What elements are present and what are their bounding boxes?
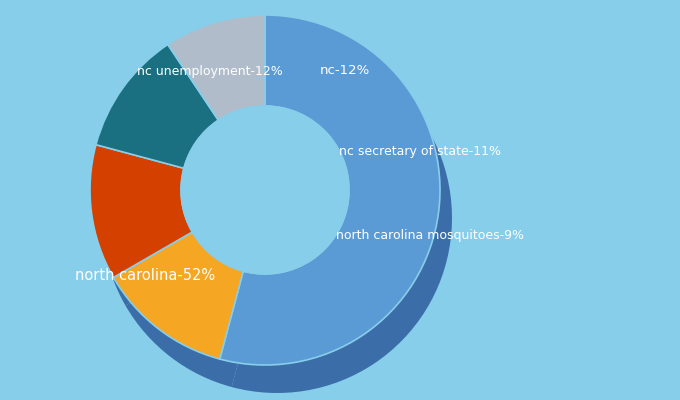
Circle shape (181, 106, 349, 274)
Text: nc secretary of state-11%: nc secretary of state-11% (339, 146, 501, 158)
Text: north carolina-52%: north carolina-52% (75, 268, 215, 282)
Wedge shape (180, 43, 277, 148)
Wedge shape (114, 232, 243, 359)
Circle shape (193, 134, 361, 302)
Wedge shape (102, 173, 204, 306)
Wedge shape (220, 15, 440, 365)
Wedge shape (125, 260, 255, 387)
Wedge shape (108, 72, 231, 196)
Wedge shape (232, 43, 452, 393)
Wedge shape (96, 44, 218, 168)
Text: north carolina mosquitoes-9%: north carolina mosquitoes-9% (336, 228, 524, 242)
Text: nc unemployment-12%: nc unemployment-12% (137, 66, 283, 78)
Text: nc-12%: nc-12% (320, 64, 370, 76)
Wedge shape (168, 15, 265, 120)
Wedge shape (90, 145, 192, 278)
